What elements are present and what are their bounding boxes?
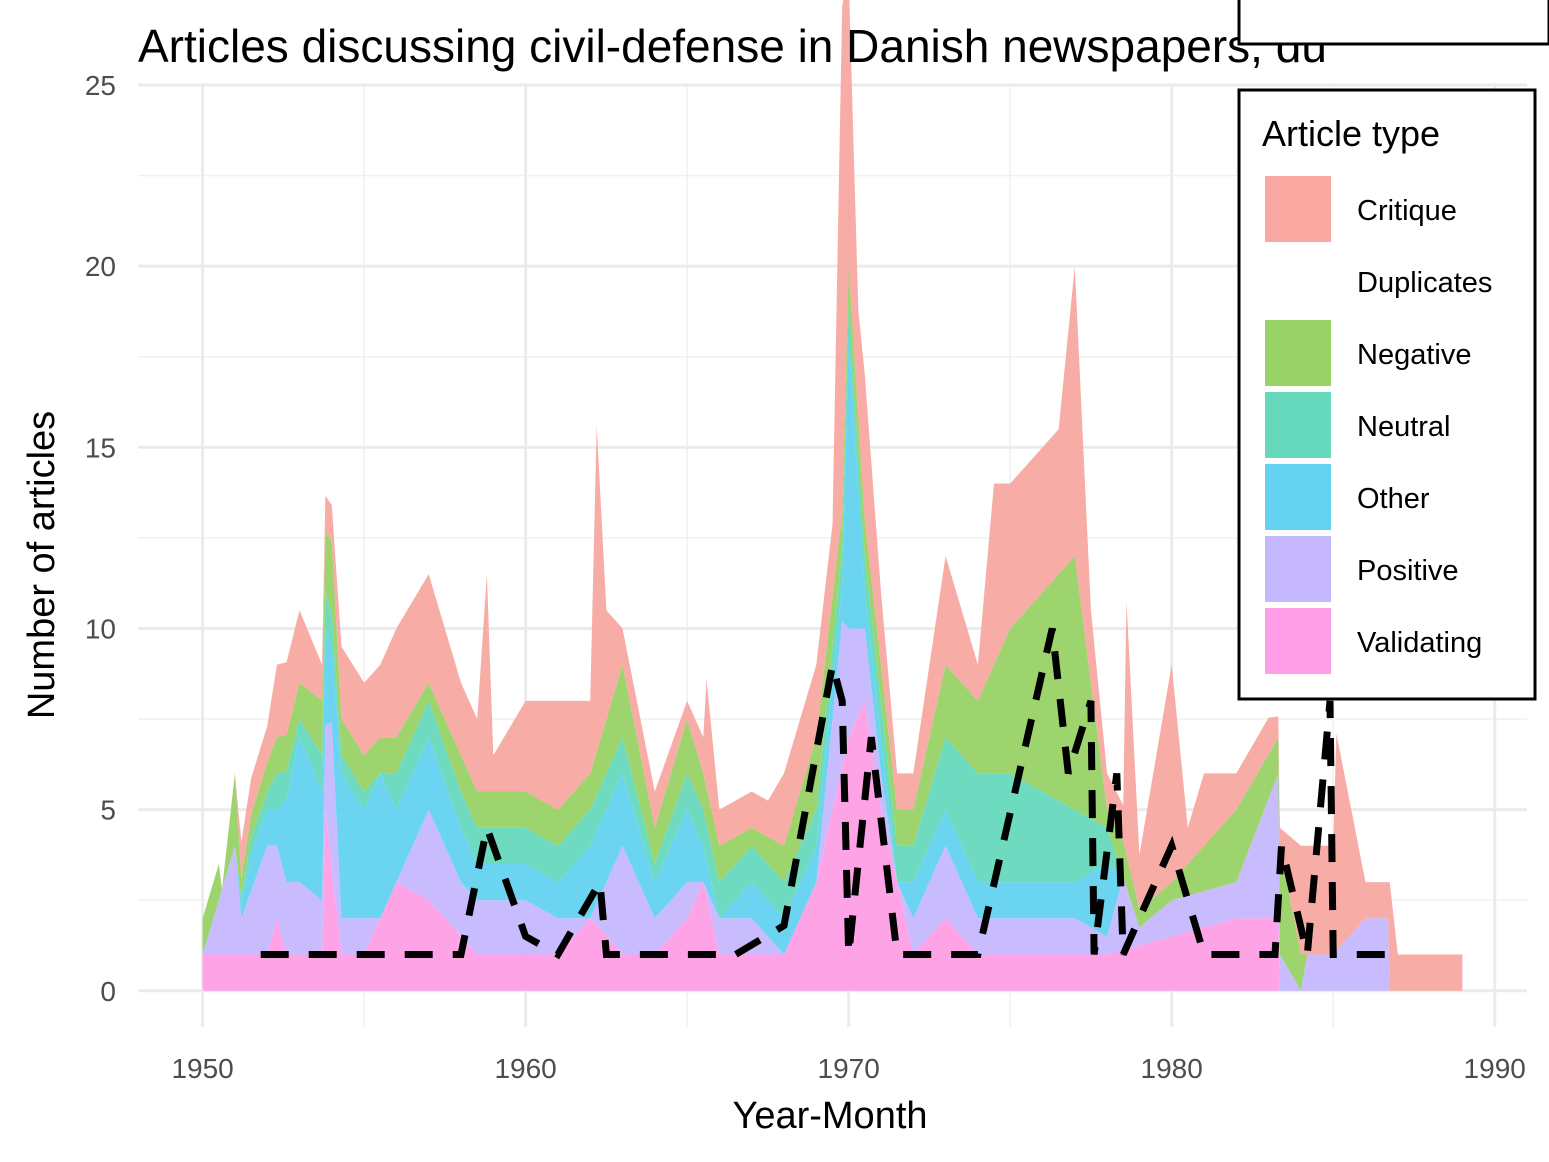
- x-tick-label: 1970: [818, 1053, 880, 1084]
- y-tick-label: 0: [100, 976, 116, 1007]
- area-validating: [202, 700, 1463, 991]
- x-tick-label: 1960: [494, 1053, 556, 1084]
- y-axis-label: Number of articles: [21, 411, 63, 719]
- legend-label-validating: Validating: [1357, 627, 1482, 659]
- legend-key-negative: [1265, 320, 1331, 386]
- axes: 0 5 10 15 20 25 1950 1960 1970 1980 1990: [85, 70, 1526, 1084]
- area-positive: [202, 621, 1463, 991]
- legend-key-validating: [1265, 608, 1331, 674]
- legend-label-neutral: Neutral: [1357, 411, 1451, 443]
- line-duplicates: [260, 627, 1392, 960]
- y-tick-label: 5: [100, 795, 116, 826]
- legend-title: Article type: [1262, 113, 1440, 154]
- area-negative: [202, 266, 1463, 991]
- y-tick-label: 20: [85, 251, 116, 282]
- y-tick-label: 10: [85, 613, 116, 644]
- y-tick-label: 15: [85, 432, 116, 463]
- x-tick-label: 1950: [171, 1053, 233, 1084]
- x-tick-label: 1990: [1464, 1053, 1526, 1084]
- x-tick-label: 1980: [1141, 1053, 1203, 1084]
- x-axis-label: Year-Month: [732, 1095, 927, 1137]
- legend-label-duplicates: Duplicates: [1357, 267, 1492, 299]
- legend-key-critique: [1265, 176, 1331, 242]
- chart-title: Articles discussing civil-defense in Dan…: [138, 20, 1327, 72]
- legend-key-other: [1265, 464, 1331, 530]
- legend: Article type Critique Duplicates Negative N…: [1237, 88, 1537, 701]
- legend-key-positive: [1265, 536, 1331, 602]
- area-critique: [202, 0, 1463, 991]
- legend-key-neutral: [1265, 392, 1331, 458]
- legend-label-other: Other: [1357, 483, 1430, 515]
- stacked-areas: [202, 0, 1463, 991]
- legend-label-negative: Negative: [1357, 339, 1471, 371]
- duplicates-line-layer: [260, 627, 1392, 960]
- legend-label-positive: Positive: [1357, 555, 1459, 587]
- y-tick-label: 25: [85, 70, 116, 101]
- legend-label-critique: Critique: [1357, 195, 1457, 227]
- legend-key-duplicates: [1265, 248, 1331, 314]
- legend-box-secondary: [1237, 0, 1549, 46]
